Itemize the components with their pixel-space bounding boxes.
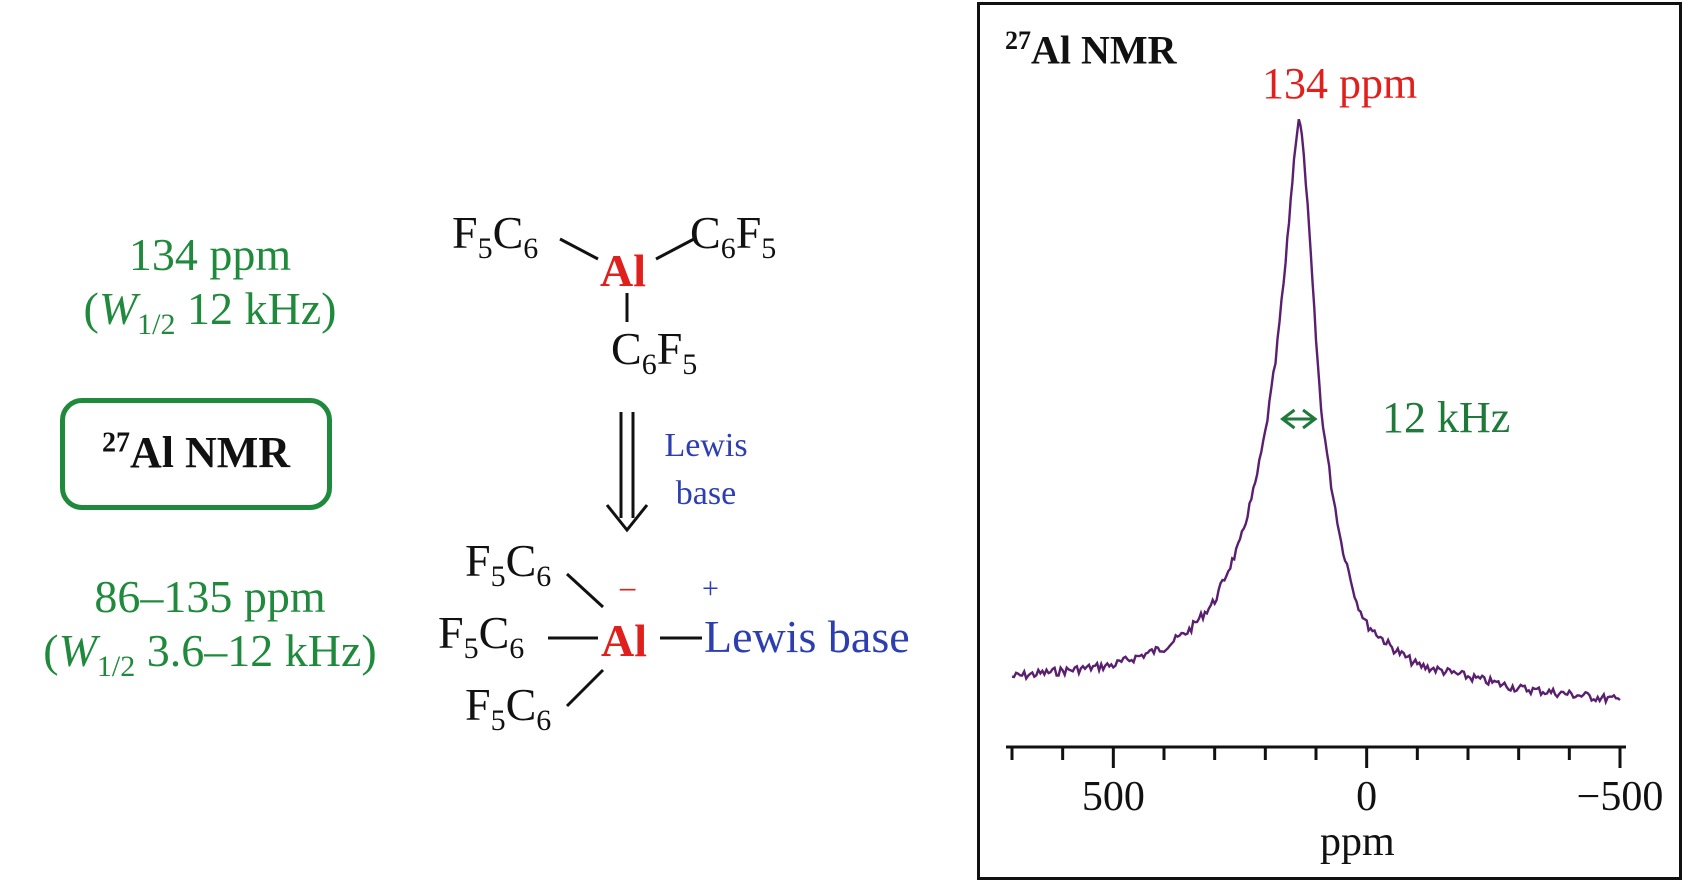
spectrum-frame xyxy=(977,2,1682,880)
group-bottom-1: F5C6 xyxy=(465,535,552,594)
cation-charge: + xyxy=(702,572,719,605)
top-linewidth: (W1/2 12 kHz) xyxy=(83,283,337,342)
nmr-label: 27Al NMR xyxy=(101,427,291,477)
top-shift-block: 134 ppm (W1/2 12 kHz) xyxy=(0,228,420,352)
arrow-label: Lewis base xyxy=(664,427,748,512)
nmr-label-box: 27Al NMR xyxy=(60,398,332,510)
lewis-base-label: Lewis base xyxy=(704,611,910,662)
x-axis-label: ppm xyxy=(1320,819,1395,865)
top-shift-value: 134 ppm xyxy=(128,229,292,280)
group-top-right: C6F5 xyxy=(690,207,777,266)
x-tick-label: 0 xyxy=(1356,774,1377,820)
width-arrow-right-head xyxy=(1302,408,1318,430)
width-label: 12 kHz xyxy=(1382,393,1511,442)
peak-label: 134 ppm xyxy=(1262,59,1418,108)
aluminum-atom-bottom: Al xyxy=(601,615,647,666)
spectrum-trace xyxy=(1011,118,1621,706)
group-top-bottom: C6F5 xyxy=(611,323,698,382)
x-tick-label: 500 xyxy=(1082,774,1145,820)
bottom-shift-value: 86–135 ppm xyxy=(94,571,326,622)
spectrum-title: 27Al NMR xyxy=(1005,26,1177,73)
bottom-linewidth: (W1/2 3.6–12 kHz) xyxy=(43,625,377,684)
width-arrow-left-head xyxy=(1280,408,1296,430)
aluminum-atom-top: Al xyxy=(600,245,646,296)
group-bottom-3: F5C6 xyxy=(465,679,552,738)
group-top-left: F5C6 xyxy=(452,207,539,266)
bottom-shift-block: 86–135 ppm (W1/2 3.6–12 kHz) xyxy=(0,570,420,694)
group-bottom-2: F5C6 xyxy=(438,607,525,666)
x-tick-label: −500 xyxy=(1577,774,1664,820)
anion-charge: − xyxy=(618,572,638,609)
